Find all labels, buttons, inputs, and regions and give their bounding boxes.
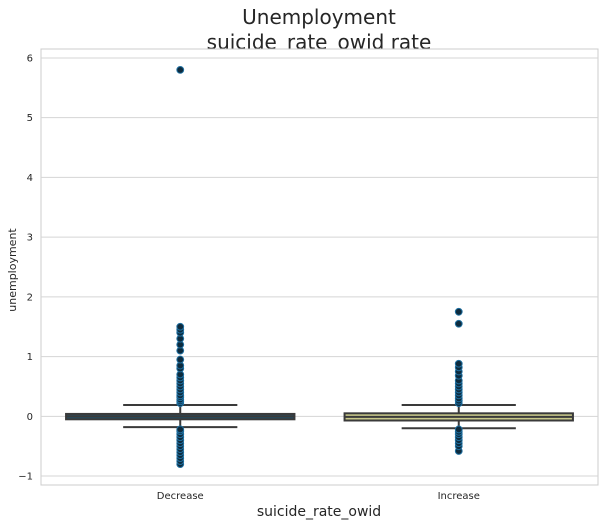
y-tick-label: 1 xyxy=(27,352,33,363)
y-tick-label: 6 xyxy=(27,53,33,64)
y-tick-label: 2 xyxy=(27,292,33,303)
outlier-point xyxy=(454,307,463,316)
y-tick-label: 3 xyxy=(27,233,33,244)
x-tick-label-increase: Increase xyxy=(438,491,480,502)
y-tick-label: 5 xyxy=(27,113,33,124)
y-axis-label: unemployment xyxy=(6,228,19,312)
x-tick-label-decrease: Decrease xyxy=(157,491,204,502)
chart-title-line-1: Unemployment xyxy=(242,5,396,29)
outlier-point xyxy=(176,425,185,434)
outlier-point xyxy=(176,66,185,74)
y-tick-label: 0 xyxy=(27,412,33,423)
outlier-point xyxy=(176,355,185,364)
outlier-point xyxy=(454,319,463,328)
outlier-point xyxy=(454,359,463,368)
y-tick-label: 4 xyxy=(27,173,33,184)
x-axis-label: suicide_rate_owid xyxy=(257,504,381,520)
outlier-point xyxy=(176,322,185,331)
outlier-point xyxy=(454,425,463,434)
y-tick-label: −1 xyxy=(18,472,33,483)
plot-area: −1 0 1 2 3 4 5 6 Decrease Increase xyxy=(18,48,599,502)
